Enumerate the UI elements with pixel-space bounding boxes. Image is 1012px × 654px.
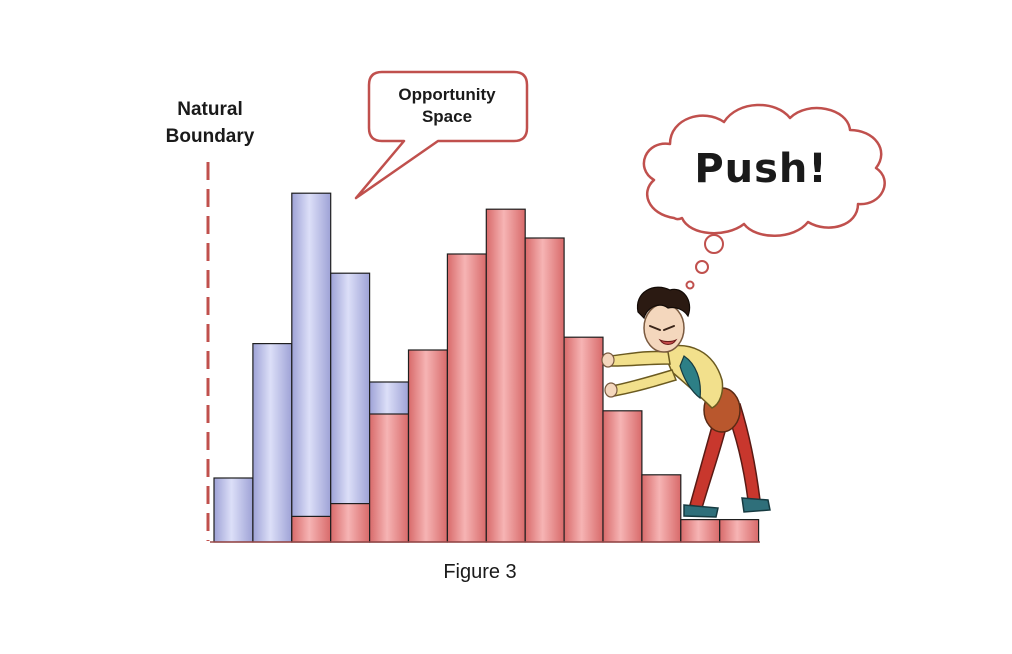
- red-bar-10: [563, 336, 604, 543]
- figure-caption: Figure 3: [443, 561, 517, 583]
- blue-bar-4: [330, 272, 371, 543]
- red-bar-4: [330, 503, 371, 543]
- red-bar-13: [680, 518, 721, 543]
- thought-cloud: [642, 103, 886, 237]
- opportunity-label-line1: Opportunity: [398, 85, 496, 104]
- red-bar-11: [602, 410, 643, 543]
- thought-bubble-medium: [695, 260, 709, 274]
- pushing-man-illustration: [601, 286, 771, 518]
- push-thought-text: Push!: [694, 146, 828, 192]
- thought-bubble-large: [704, 234, 724, 254]
- red-bar-3: [291, 515, 332, 543]
- red-bar-5: [369, 413, 410, 543]
- histogram-bars: [213, 192, 760, 543]
- blue-bar-2: [252, 343, 293, 543]
- boundary-label-line2: Boundary: [165, 126, 255, 147]
- boundary-label-line1: Natural: [177, 99, 243, 120]
- opportunity-space-label: Opportunity Space: [372, 84, 522, 128]
- thought-bubble-small: [685, 280, 695, 290]
- red-bar-7: [446, 253, 487, 543]
- natural-boundary-label: Natural Boundary: [140, 96, 280, 150]
- blue-bar-3: [291, 192, 332, 543]
- red-bar-9: [524, 237, 565, 543]
- blue-bar-1: [213, 477, 254, 543]
- red-bar-12: [641, 474, 682, 543]
- opportunity-label-line2: Space: [421, 107, 473, 126]
- red-bar-8: [485, 208, 526, 543]
- red-bar-6: [407, 349, 449, 543]
- opportunity-callout: [354, 70, 529, 200]
- red-bar-14: [719, 518, 760, 543]
